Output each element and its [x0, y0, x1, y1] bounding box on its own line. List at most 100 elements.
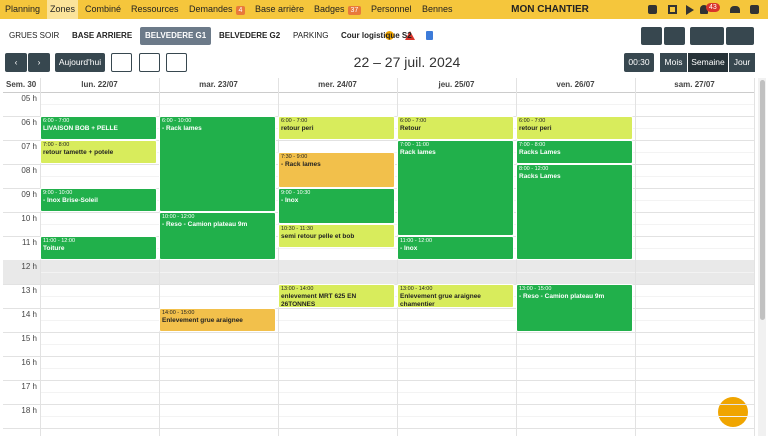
event[interactable]: 8:00 - 12:00 Racks Lames [516, 164, 633, 260]
event-title: - Inox Brise-Soleil [43, 197, 98, 204]
nav-item[interactable]: Demandes 4 [186, 0, 248, 19]
hour-line [3, 380, 755, 381]
event[interactable]: 6:00 - 7:00 Retour [397, 116, 514, 140]
event[interactable]: 10:30 - 11:30 semi retour pelle et bob [278, 224, 395, 248]
date-range: 22 – 27 juil. 2024 [353, 54, 461, 70]
hour-label: 06 h [21, 118, 37, 127]
event-time: 7:00 - 8:00 [43, 142, 70, 148]
icon[interactable] [648, 5, 657, 14]
view-button[interactable]: Mois [660, 53, 687, 72]
event[interactable]: 6:00 - 7:00 LIVAISON BOB + PELLE [40, 116, 157, 140]
nav-item[interactable]: Combiné [82, 0, 124, 19]
tools-button[interactable] [690, 27, 724, 45]
hour-label: 10 h [21, 214, 37, 223]
header-line [3, 92, 755, 93]
event-time: 11:00 - 12:00 [43, 238, 76, 244]
icon[interactable] [686, 5, 694, 15]
notification-badge: 43 [706, 3, 720, 12]
view-button[interactable]: Jour [729, 53, 755, 72]
refresh-button[interactable] [139, 53, 160, 72]
tab[interactable]: GRUES SOIR [9, 31, 60, 40]
event-title: Enlevement grue araignee chamentier [400, 293, 481, 308]
hour-line [3, 308, 755, 309]
icon[interactable] [730, 6, 740, 13]
event-title: Racks Lames [519, 173, 561, 180]
event-time: 10:30 - 11:30 [281, 226, 314, 232]
nav-badge: 37 [347, 6, 362, 15]
nav-item[interactable]: Ressources [128, 0, 182, 19]
hour-label: 13 h [21, 286, 37, 295]
minus-button[interactable] [664, 27, 685, 45]
chat-button[interactable] [718, 397, 748, 427]
tab[interactable]: PARKING [293, 31, 329, 40]
nav-item[interactable]: Zones [47, 0, 79, 19]
event-time: 9:00 - 10:00 [43, 190, 73, 196]
nav-item[interactable]: Planning [2, 0, 43, 19]
prev-button[interactable]: ‹ [5, 53, 27, 72]
day-header: mar. 23/07 [199, 80, 238, 89]
event-title: - Inox [400, 245, 418, 252]
hour-label: 09 h [21, 190, 37, 199]
date-picker-button[interactable] [111, 53, 132, 72]
event-time: 6:00 - 7:00 [519, 118, 546, 124]
tab[interactable]: BASE ARRIERE [72, 31, 133, 40]
nav-label: Demandes [189, 4, 233, 14]
view-button[interactable]: Semaine [688, 53, 728, 72]
slot-button[interactable]: 00:30 [624, 53, 654, 72]
tab[interactable]: BELVEDERE G2 [219, 31, 281, 40]
day-column-line [278, 78, 279, 436]
event-time: 14:00 - 15:00 [162, 310, 195, 316]
event[interactable]: 7:00 - 8:00 Racks Lames [516, 140, 633, 164]
today-button[interactable]: Aujourd'hui [55, 53, 105, 72]
event-title: - Rack lames [162, 125, 202, 132]
icon[interactable] [668, 5, 677, 14]
event[interactable]: 13:00 - 14:00 enlevement MRT 625 EN 26TON… [278, 284, 395, 308]
nav-item[interactable]: Bennes [419, 0, 456, 19]
tab[interactable]: Cour logistique S2 [341, 31, 412, 40]
event-title: - Reso - Camion plateau 9m [519, 293, 605, 300]
top-bar: MON CHANTIER 43 Planning Zones Combiné Ress… [0, 0, 768, 19]
event[interactable]: 13:00 - 15:00- Reso - Camion plateau 9m [516, 284, 633, 332]
next-button[interactable]: › [28, 53, 50, 72]
event[interactable]: 14:00 - 15:00 Enlevement grue araignee [159, 308, 276, 332]
nav-label: Planning [5, 4, 41, 14]
event-time: 6:00 - 7:00 [281, 118, 308, 124]
hour-label: 07 h [21, 142, 37, 151]
event[interactable]: 10:00 - 12:00- Reso - Camion plateau 9m [159, 212, 276, 260]
event-time: 10:00 - 12:00 [162, 214, 195, 220]
day-header: sam. 27/07 [674, 80, 715, 89]
event-title: Racks Lames [519, 149, 561, 156]
event[interactable]: 11:00 - 12:00 Toiture [40, 236, 157, 260]
event[interactable]: 6:00 - 7:00 retour peri [278, 116, 395, 140]
event-time: 6:00 - 7:00 [400, 118, 427, 124]
event-title: retour peri [281, 125, 314, 132]
event[interactable]: 6:00 - 7:00 retour peri [516, 116, 633, 140]
settings-button[interactable] [641, 27, 662, 45]
scroll-thumb[interactable] [760, 80, 765, 320]
event[interactable]: 13:00 - 14:00 Enlevement grue araignee ch… [397, 284, 514, 308]
event[interactable]: 11:00 - 12:00- Inox [397, 236, 514, 260]
event[interactable]: 6:00 - 10:00- Rack lames [159, 116, 276, 212]
info-icon[interactable] [385, 31, 394, 40]
event[interactable]: 9:00 - 10:00- Inox Brise-Soleil [40, 188, 157, 212]
event[interactable]: 7:30 - 9:00- Rack lames [278, 152, 395, 188]
doc-icon[interactable] [426, 31, 433, 40]
tab[interactable]: BELVEDERE G1 [140, 27, 212, 45]
warning-icon[interactable] [405, 31, 415, 40]
hour-label: 05 h [21, 94, 37, 103]
bell-icon[interactable] [700, 5, 708, 14]
nav-item[interactable]: Personnel [368, 0, 415, 19]
event-time: 6:00 - 10:00 [162, 118, 192, 124]
nav-label: Ressources [131, 4, 179, 14]
nav-item[interactable]: Base arrière [252, 0, 307, 19]
nav-item[interactable]: Badges 37 [311, 0, 364, 19]
icon[interactable] [750, 5, 759, 14]
print-button[interactable] [166, 53, 187, 72]
event-time: 13:00 - 14:00 [400, 286, 433, 292]
event[interactable]: 7:00 - 11:00 Rack lames [397, 140, 514, 236]
event[interactable]: 7:00 - 8:00 retour tamette + potele [40, 140, 157, 164]
event[interactable]: 9:00 - 10:30- Inox [278, 188, 395, 224]
calendar-button[interactable] [726, 27, 754, 45]
day-header: jeu. 25/07 [438, 80, 475, 89]
